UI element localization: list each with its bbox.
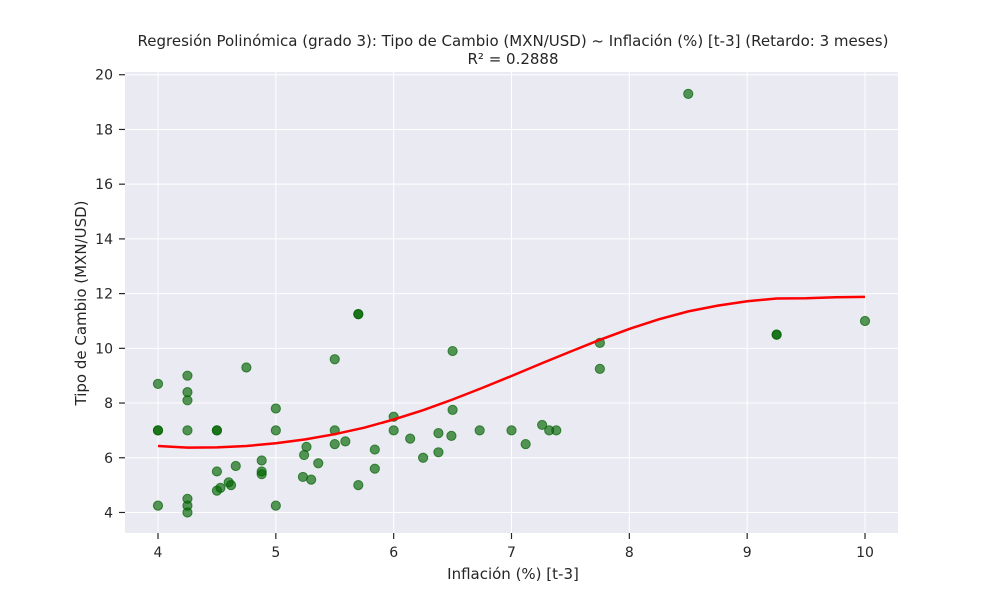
regression-curve [157, 295, 866, 449]
data-point [520, 438, 531, 450]
chart-title: Regresión Polinómica (grado 3): Tipo de … [138, 32, 889, 50]
data-point [215, 482, 226, 493]
y-tick-label: 18 [95, 122, 113, 138]
data-point [313, 458, 324, 469]
data-point [270, 425, 281, 436]
data-point [306, 474, 317, 485]
x-tick-label: 4 [154, 545, 163, 561]
x-tick-label: 9 [743, 545, 752, 561]
grid-lines [125, 72, 898, 533]
chart-subtitle: R² = 0.2888 [467, 50, 558, 68]
data-point [447, 345, 458, 357]
data-point [369, 444, 380, 455]
data-point [152, 500, 164, 511]
data-point [256, 455, 267, 466]
y-tick-label: 8 [104, 396, 113, 412]
data-point [270, 500, 281, 511]
data-point [225, 480, 237, 491]
axis-ticks: 4 5 6 7 8 9 10 4 6 8 10 12 14 16 18 20 [95, 68, 874, 561]
data-point [537, 419, 548, 431]
x-tick-label: 7 [507, 545, 516, 561]
data-point [474, 425, 485, 436]
y-tick-label: 20 [95, 68, 113, 84]
data-point [433, 428, 444, 439]
data-point [683, 88, 694, 99]
data-point [594, 363, 605, 374]
x-tick-label: 8 [625, 545, 634, 561]
data-point [369, 463, 380, 474]
data-point [446, 430, 457, 441]
x-tick-label: 6 [389, 545, 398, 561]
data-point [152, 425, 164, 436]
fit-line [157, 295, 866, 449]
data-point [447, 404, 458, 415]
data-point [182, 507, 193, 518]
y-axis-label: Tipo de Cambio (MXN/USD) [72, 200, 90, 406]
data-point [230, 460, 241, 472]
data-point [771, 329, 782, 340]
data-point [859, 315, 871, 327]
data-point [329, 438, 340, 450]
data-point [270, 403, 281, 414]
y-tick-label: 6 [104, 451, 113, 467]
data-point [329, 354, 340, 365]
data-point [256, 466, 267, 477]
y-tick-label: 14 [95, 232, 113, 248]
data-point [182, 370, 193, 381]
data-point [211, 425, 223, 436]
data-point [405, 433, 416, 444]
data-point [551, 425, 562, 436]
y-tick-label: 10 [95, 341, 113, 357]
y-tick-label: 4 [104, 505, 113, 521]
data-point [152, 378, 164, 389]
x-tick-label: 5 [271, 545, 280, 561]
data-point [353, 480, 364, 491]
data-point [301, 441, 312, 452]
data-point [241, 362, 252, 373]
data-point [433, 447, 444, 458]
data-point [182, 395, 193, 406]
data-point [506, 425, 517, 436]
data-point [353, 309, 364, 320]
data-point [182, 425, 193, 436]
data-point [388, 425, 399, 436]
data-point [340, 436, 351, 447]
data-point [418, 452, 429, 463]
y-tick-label: 16 [95, 177, 113, 193]
y-tick-label: 12 [95, 287, 113, 303]
data-point [211, 466, 223, 477]
x-axis-label: Inflación (%) [t-3] [447, 565, 579, 583]
x-tick-label: 10 [856, 545, 874, 561]
